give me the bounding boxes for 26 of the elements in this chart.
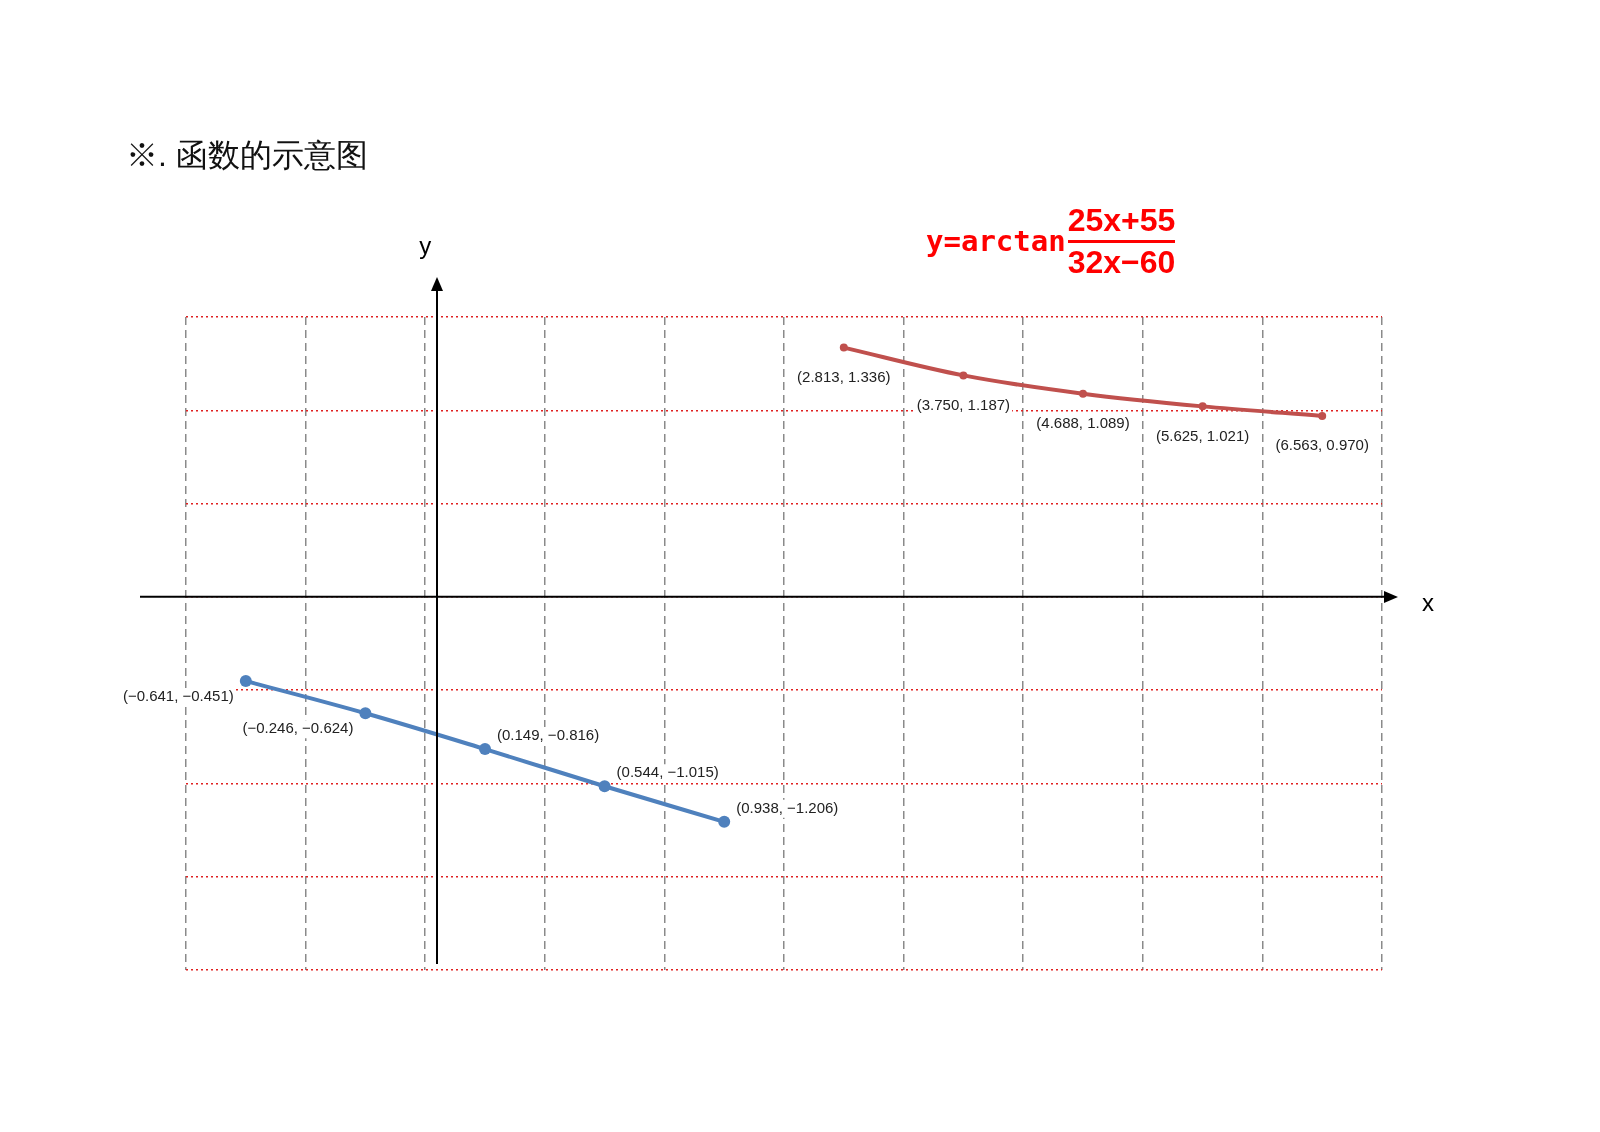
data-label: (6.563, 0.970) — [1275, 436, 1369, 454]
point — [1198, 402, 1207, 411]
data-label: (2.813, 1.336) — [797, 367, 891, 385]
y-axis-title: y — [419, 231, 432, 259]
text: 25x+55 — [1067, 202, 1176, 239]
text: 32x−60 — [1067, 243, 1176, 281]
data-label: (0.544, −1.015) — [616, 763, 719, 781]
data-label: (0.938, −1.206) — [736, 799, 839, 816]
data-label: (0.149, −0.816) — [497, 726, 600, 744]
point — [1079, 389, 1087, 398]
point — [239, 675, 252, 687]
x-axis-title: x — [1422, 589, 1434, 617]
data-label: (−0.246, −0.624) — [242, 719, 354, 737]
chart-title: ※. 函数的示意图 — [126, 136, 368, 175]
point — [718, 815, 731, 828]
point — [359, 707, 372, 720]
text: y=arctan — [926, 224, 1066, 259]
point — [479, 743, 491, 756]
point — [1318, 411, 1327, 420]
point — [959, 371, 968, 380]
data-label: (−0.641, −0.451) — [122, 687, 234, 705]
data-label: (4.688, 1.089) — [1036, 413, 1130, 431]
data-label: (5.625, 1.021) — [1155, 426, 1250, 444]
point — [839, 343, 848, 352]
point — [598, 780, 611, 793]
data-label: (3.750, 1.187) — [916, 395, 1011, 413]
